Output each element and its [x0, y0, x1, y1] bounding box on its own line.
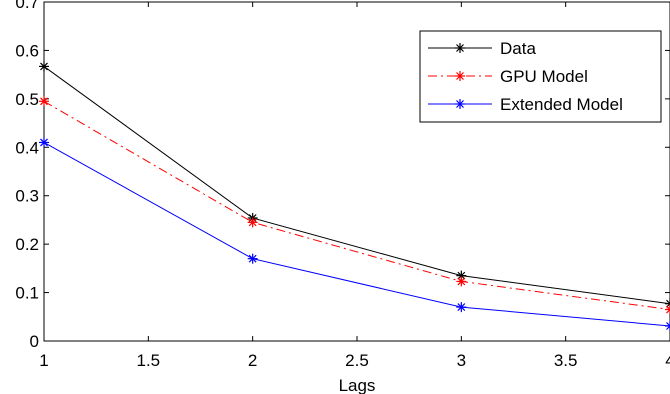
y-tick-label: 0: [30, 332, 39, 351]
y-tick-label: 0.5: [15, 90, 39, 109]
data-point-gpu-model: [665, 304, 670, 315]
data-point-extended-model: [39, 137, 49, 148]
legend-label: GPU Model: [500, 67, 588, 86]
x-tick-label: 2.5: [345, 351, 369, 370]
x-axis-label: Lags: [339, 376, 376, 394]
data-point-extended-model: [665, 320, 670, 331]
data-point-gpu-model: [39, 96, 49, 107]
x-tick-label: 3.5: [554, 351, 578, 370]
data-point-extended-model: [456, 302, 467, 313]
data-point-data: [665, 298, 670, 309]
x-tick-label: 1: [39, 351, 48, 370]
y-tick-label: 0.4: [15, 138, 39, 157]
legend-label: Extended Model: [500, 95, 623, 114]
y-tick-label: 0.7: [15, 0, 39, 12]
legend-marker-gpu-model: [455, 71, 465, 81]
x-tick-label: 1.5: [137, 351, 161, 370]
data-point-data: [39, 61, 49, 72]
y-tick-label: 0.6: [15, 41, 39, 60]
data-point-extended-model: [247, 253, 258, 264]
x-tick-label: 3: [457, 351, 466, 370]
series-line-extended-model: [43, 142, 670, 327]
y-tick-label: 0.2: [15, 235, 39, 254]
series-line-data: [43, 66, 670, 305]
data-point-gpu-model: [456, 276, 467, 287]
legend-label: Data: [500, 39, 536, 58]
x-tick-label: 2: [248, 351, 257, 370]
series-line-gpu-model: [43, 100, 670, 311]
y-tick-label: 0.1: [15, 284, 39, 303]
data-point-gpu-model: [247, 217, 258, 228]
legend: Data GPU Model Extended Model: [419, 30, 662, 123]
y-tick-label: 0.3: [15, 187, 39, 206]
x-tick-label: 4: [665, 351, 670, 370]
legend-marker-data: [455, 43, 465, 53]
legend-marker-extended-model: [455, 99, 465, 109]
